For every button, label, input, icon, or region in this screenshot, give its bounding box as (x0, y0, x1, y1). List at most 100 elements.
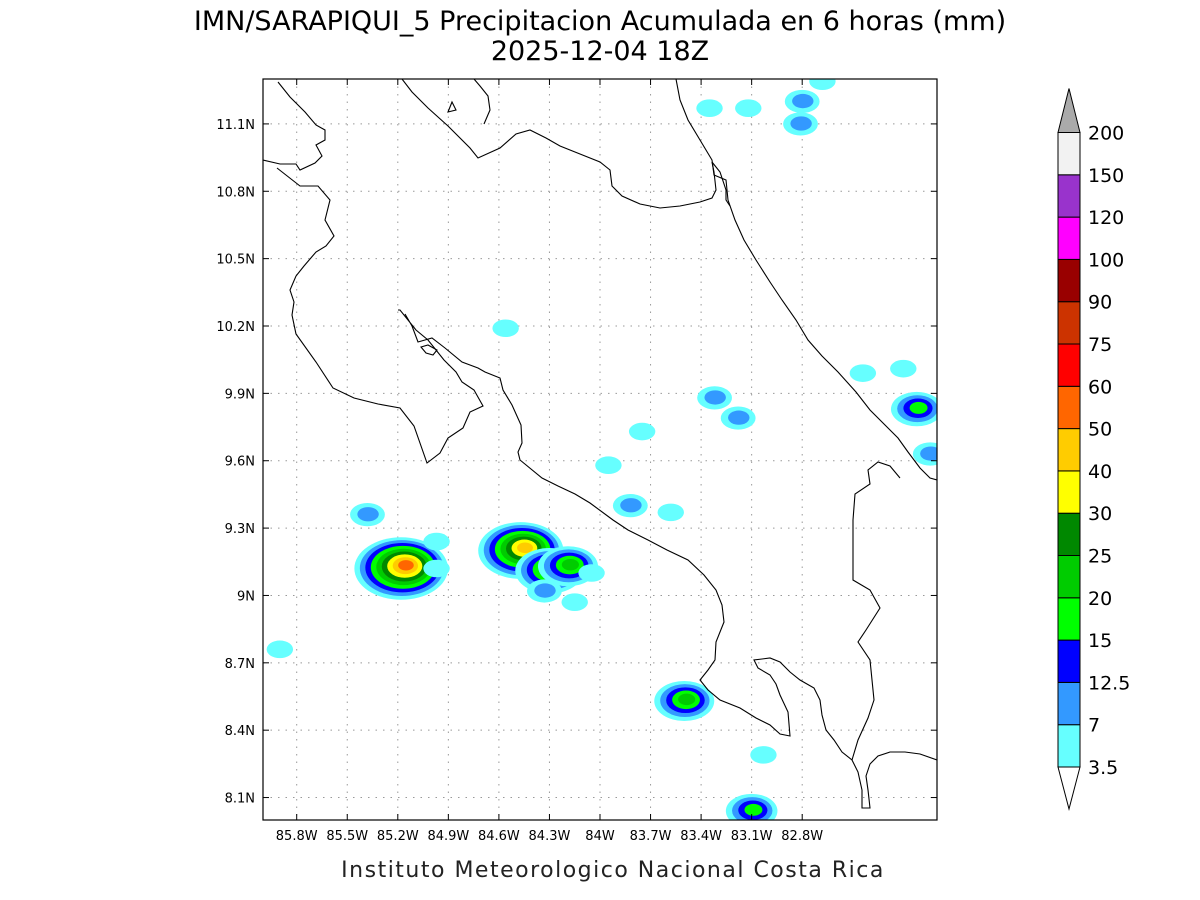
precip-contour (620, 498, 642, 513)
precip-cell (350, 503, 385, 527)
panama-border (851, 461, 901, 761)
precip-contour (657, 503, 684, 522)
legend-label: 12.5 (1088, 672, 1130, 694)
precip-cell (595, 456, 622, 475)
precip-cell (849, 364, 877, 382)
precip-contour (492, 319, 519, 338)
x-tick-label: 84.9W (427, 829, 469, 844)
y-tick-label: 10.8N (216, 185, 255, 200)
legend-swatch (1057, 216, 1081, 260)
y-tick-label: 8.1N (225, 792, 255, 807)
legend-label: 150 (1088, 165, 1124, 187)
y-tick-label: 9.9N (225, 387, 255, 402)
precip-contour (561, 593, 588, 611)
legend-swatch (1057, 343, 1081, 387)
nicaragua-coast (473, 79, 491, 125)
precip-cell (628, 422, 656, 441)
x-axis-ticks: 85.8W 85.5W 85.2W 84.9W 84.6W 84.3W 84W 83.7W 83… (276, 79, 823, 844)
precip-contour (398, 560, 414, 571)
y-tick-label: 9N (237, 589, 255, 604)
precip-cell (890, 359, 917, 378)
legend-label: 120 (1088, 207, 1124, 229)
precip-contour (357, 507, 379, 522)
precip-cell (735, 99, 762, 117)
precip-cell (657, 503, 684, 522)
precip-cell (654, 680, 715, 721)
legend-swatch (1057, 132, 1081, 176)
legend-swatch (1057, 470, 1081, 514)
precip-contour (678, 693, 696, 706)
precip-contour (920, 446, 937, 461)
precip-cell (354, 537, 448, 600)
legend-swatch (1057, 597, 1081, 641)
precip-contour (790, 116, 812, 131)
y-tick-label: 9.3N (225, 522, 255, 537)
legend-swatch (1057, 724, 1081, 768)
legend-label: 15 (1088, 630, 1112, 652)
precip-cell (492, 319, 519, 338)
y-tick-label: 9.6N (225, 455, 255, 470)
precip-cell (423, 532, 450, 551)
coastlines (263, 79, 937, 809)
precip-contour (728, 410, 750, 425)
precip-cell (612, 494, 648, 518)
precip-cell (784, 89, 820, 114)
x-tick-label: 85.2W (377, 829, 419, 844)
x-tick-label: 83.1W (731, 829, 773, 844)
plot-area (263, 79, 937, 820)
precip-contour (534, 583, 556, 598)
precip-cell (526, 579, 562, 603)
y-axis-ticks: 8.1N 8.4N 8.7N 9N 9.3N 9.6N 9.9N 10.2N 10.5N 10.8… (216, 118, 937, 807)
y-tick-label: 8.7N (225, 657, 255, 672)
color-legend: 3.5 7 12.5 15 20 25 30 40 50 60 75 90 100 120 150 200 (1057, 88, 1130, 811)
legend-label: 7 (1088, 715, 1100, 737)
precip-cell (578, 564, 605, 582)
footer-credit: Instituto Meteorologico Nacional Costa R… (341, 858, 885, 883)
legend-label: 90 (1088, 292, 1112, 314)
precip-contour (750, 746, 777, 764)
legend-swatch (1057, 385, 1081, 430)
legend-swatch (1057, 258, 1081, 303)
legend-above-triangle (1057, 88, 1081, 133)
y-tick-label: 11.1N (216, 118, 255, 133)
precip-contour (744, 803, 763, 816)
legend-label: 60 (1088, 376, 1112, 398)
x-tick-label: 85.8W (276, 829, 318, 844)
legend-swatch (1057, 639, 1081, 683)
x-tick-label: 83.4W (680, 829, 722, 844)
precip-cell (783, 112, 818, 136)
legend-swatch (1057, 555, 1081, 599)
legend-label: 40 (1088, 461, 1112, 483)
precip-contour (628, 422, 656, 441)
legend-label: 20 (1088, 588, 1112, 610)
precip-contour (266, 640, 294, 659)
x-tick-label: 84.3W (529, 829, 571, 844)
legend-label: 30 (1088, 503, 1112, 525)
legend-label: 75 (1088, 334, 1112, 356)
x-tick-label: 84W (585, 829, 615, 844)
precip-contour (578, 564, 605, 582)
gulf-nicoya-island (420, 344, 438, 356)
x-tick-label: 82.8W (781, 829, 823, 844)
precip-contour (792, 93, 814, 109)
precip-cell (696, 99, 723, 117)
legend-swatch (1057, 301, 1081, 345)
legend-swatch (1057, 512, 1081, 557)
caribbean-coastline (675, 79, 937, 481)
precip-cell (720, 406, 756, 430)
precip-cell (561, 593, 588, 611)
legend-label: 25 (1088, 546, 1112, 568)
precip-contour (704, 390, 726, 405)
precipitation-layer (266, 79, 937, 820)
precip-contour (595, 456, 622, 475)
legend-swatch (1057, 681, 1081, 726)
precip-cell (890, 391, 937, 427)
legend-label: 200 (1088, 123, 1124, 145)
precip-cell (266, 640, 294, 659)
precip-cell (423, 559, 450, 578)
legend-label: 50 (1088, 419, 1112, 441)
y-tick-label: 8.4N (225, 724, 255, 739)
precip-cell (912, 442, 937, 466)
precip-contour (890, 359, 917, 378)
precip-cell (809, 79, 836, 91)
